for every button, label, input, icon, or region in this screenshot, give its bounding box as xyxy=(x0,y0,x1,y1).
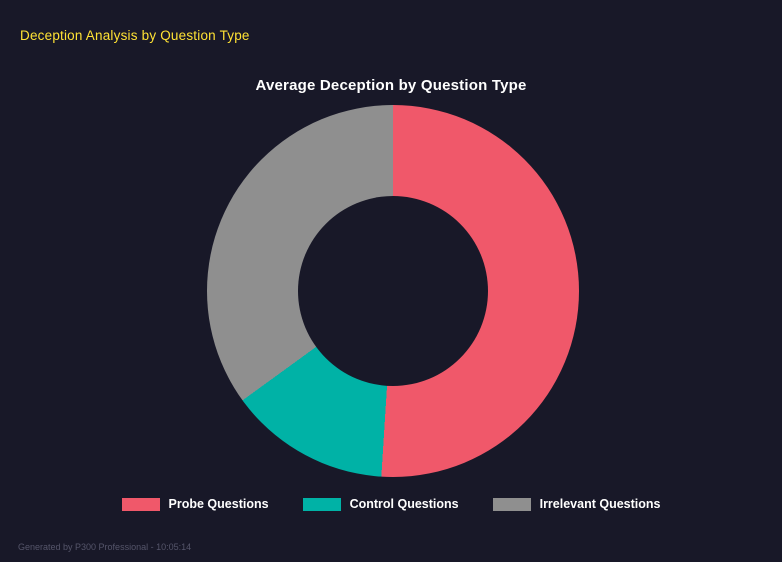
donut-hole xyxy=(298,196,488,386)
chart-legend: Probe Questions Control Questions Irrele… xyxy=(0,497,782,511)
legend-item-irrelevant[interactable]: Irrelevant Questions xyxy=(492,497,661,511)
chart-title: Average Deception by Question Type xyxy=(255,77,527,94)
legend-item-probe[interactable]: Probe Questions xyxy=(121,497,269,511)
legend-label: Probe Questions xyxy=(168,497,269,511)
footer-text: Generated by P300 Professional - 10:05:1… xyxy=(18,542,192,552)
legend-swatch xyxy=(302,497,341,511)
page-title: Deception Analysis by Question Type xyxy=(20,28,250,43)
legend-item-control[interactable]: Control Questions xyxy=(302,497,459,511)
legend-label: Control Questions xyxy=(349,497,459,511)
donut-chart[interactable] xyxy=(207,105,579,477)
legend-swatch xyxy=(492,497,531,511)
legend-swatch xyxy=(121,497,160,511)
legend-label: Irrelevant Questions xyxy=(539,497,661,511)
